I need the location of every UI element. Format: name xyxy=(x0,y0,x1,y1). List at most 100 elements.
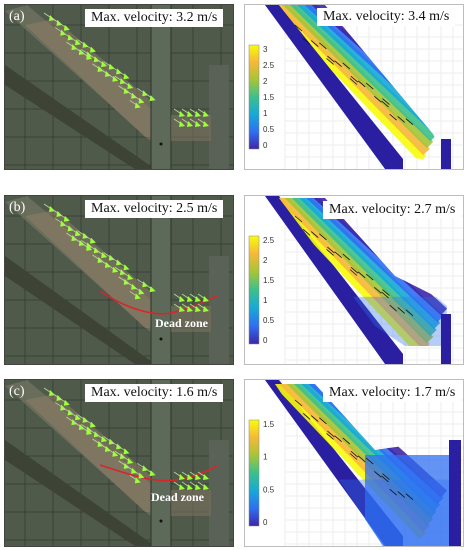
colorbar-tick-label: 1 xyxy=(263,296,268,305)
velocity-vector xyxy=(381,100,389,108)
velocity-vector xyxy=(374,471,382,478)
photo-panel-b: (b) Max. velocity: 2.5 m/s Dead zone xyxy=(4,195,234,365)
velocity-vector xyxy=(326,58,334,65)
dead-zone-label-c: Dead zone xyxy=(151,490,204,504)
colorbar-tick-label: 1 xyxy=(263,453,268,462)
velocity-vector xyxy=(397,491,406,498)
velocity-arrow-head xyxy=(179,111,185,117)
velocity-arrow-head xyxy=(195,484,201,490)
dead-zone-line xyxy=(99,464,218,482)
velocity-vector xyxy=(405,309,414,317)
pillar xyxy=(151,380,171,546)
velocity-vector xyxy=(397,307,406,314)
velocity-arrow-head xyxy=(203,474,209,480)
velocity-arrow-head xyxy=(134,293,141,300)
velocity-arrow-head xyxy=(203,484,209,490)
colorbar-tick-label: 2 xyxy=(263,77,268,86)
velocity-band xyxy=(282,5,437,142)
velocity-vector xyxy=(294,399,303,407)
velocity-band xyxy=(282,198,437,337)
velocity-arrow-head xyxy=(127,458,134,464)
simulation-panel-c: 1.5 1 0.5 0 Max. velocity: 1.7 m/s xyxy=(244,379,464,547)
velocity-vector xyxy=(327,430,335,438)
velocity-arrow-head xyxy=(179,474,185,480)
pillar xyxy=(151,196,171,364)
velocity-vector xyxy=(342,253,351,261)
outlet-wall xyxy=(441,139,451,169)
velocity-arrow-head xyxy=(112,75,119,82)
velocity-arrow-head xyxy=(203,111,209,117)
velocity-arrow-head xyxy=(195,121,201,127)
velocity-arrow-head xyxy=(123,448,130,455)
flow-field xyxy=(279,198,447,346)
velocity-vector xyxy=(310,40,319,47)
velocity-vector xyxy=(302,412,311,420)
velocity-arrow-head xyxy=(149,95,156,102)
chute-floor xyxy=(265,5,403,169)
velocity-arrow-head xyxy=(149,286,156,293)
velocity-vector xyxy=(382,289,390,296)
simulation-caption-b: Max. velocity: 2.7 m/s xyxy=(323,201,462,219)
velocity-vector xyxy=(319,417,327,425)
velocity-arrow-head xyxy=(138,97,145,104)
colorbar xyxy=(248,44,260,150)
panel-label-a: (a) xyxy=(9,9,25,24)
chute-lower xyxy=(5,65,155,169)
velocity-arrow-head xyxy=(134,477,141,484)
velocity-vector xyxy=(334,251,342,258)
colorbar-tick-label: 0 xyxy=(263,141,268,150)
colorbar-tick-label: 0.5 xyxy=(263,125,275,134)
velocity-arrow-head xyxy=(187,474,193,480)
colorbar-tick-label: 1 xyxy=(263,109,268,118)
velocity-vector xyxy=(365,457,374,465)
velocity-arrow-head xyxy=(101,61,108,68)
chute-lower xyxy=(5,440,155,546)
velocity-arrow-head xyxy=(149,470,156,477)
pillar xyxy=(151,5,171,169)
velocity-arrow-head xyxy=(179,484,185,490)
material-band xyxy=(25,210,170,328)
velocity-vector xyxy=(326,249,334,256)
velocity-arrow-head xyxy=(123,73,130,80)
outlet-wall xyxy=(209,256,229,364)
velocity-vector xyxy=(349,269,358,276)
colorbar-tick-label: 0 xyxy=(263,336,268,345)
velocity-vector xyxy=(405,118,414,126)
velocity-arrow-head xyxy=(179,306,185,312)
velocity-arrow-head xyxy=(195,306,201,312)
velocity-vector xyxy=(389,113,397,121)
colorbar-tick-label: 1.5 xyxy=(263,276,275,285)
velocity-vector xyxy=(326,433,334,440)
velocity-vector xyxy=(334,60,342,67)
simulation-plot-c: 1.5 1 0.5 0 xyxy=(248,380,463,546)
simulation-panel-a: 3 2.5 2 1.5 1 0.5 0 Max. velocity: 3.4 m/s xyxy=(244,4,464,170)
outlet-wall xyxy=(209,440,229,546)
colorbar-tick-label: 2 xyxy=(263,256,268,265)
photo-scene-b xyxy=(5,196,233,364)
velocity-vector xyxy=(342,437,351,445)
velocity-vector xyxy=(319,233,327,241)
velocity-vector xyxy=(389,304,397,312)
material-band xyxy=(25,19,170,137)
marker-dot xyxy=(159,519,163,523)
colorbar-tick-label: 2.5 xyxy=(263,61,275,70)
flow-field xyxy=(279,5,441,159)
simulation-plot-a: 3 2.5 2 1.5 1 0.5 0 xyxy=(248,5,463,169)
velocity-band xyxy=(279,5,430,156)
velocity-band xyxy=(279,5,434,149)
velocity-vector xyxy=(310,231,319,238)
velocity-arrow-head xyxy=(138,288,145,295)
velocity-vector xyxy=(302,37,311,45)
velocity-arrow-head xyxy=(74,39,81,46)
velocity-arrow-head xyxy=(101,252,108,259)
photo-scene-c xyxy=(5,380,233,546)
velocity-vector xyxy=(382,473,390,480)
velocity-vector xyxy=(365,273,374,281)
chute-floor xyxy=(265,196,403,364)
velocity-vector xyxy=(310,415,319,422)
velocity-vector xyxy=(382,98,390,105)
velocity-arrow-head xyxy=(195,111,201,117)
marker-dot xyxy=(159,337,163,341)
outlet-wall xyxy=(209,65,229,169)
velocity-arrow-head xyxy=(127,83,134,89)
